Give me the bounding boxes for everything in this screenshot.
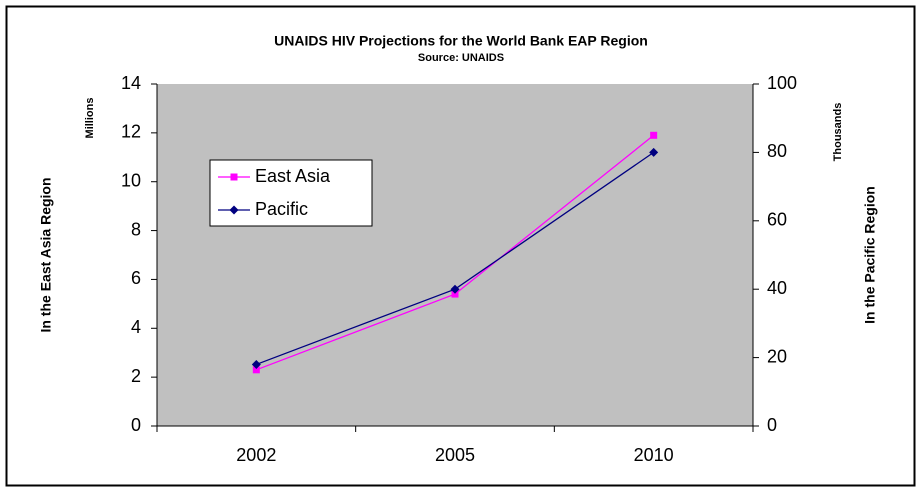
legend-label: East Asia [255, 166, 331, 186]
y2-tick-label: 80 [767, 141, 787, 161]
data-point [252, 366, 260, 374]
legend-label: Pacific [255, 199, 308, 219]
y-tick-label: 10 [121, 170, 141, 190]
legend-marker [230, 173, 238, 181]
y2-tick-label: 40 [767, 278, 787, 298]
y2-axis-unit: Thousands [832, 103, 844, 162]
y2-tick-label: 60 [767, 210, 787, 230]
x-tick-label: 2005 [435, 445, 475, 465]
data-point [650, 131, 658, 139]
data-point [450, 284, 460, 294]
y2-tick-label: 100 [767, 73, 797, 93]
y-axis-unit: Millions [84, 98, 96, 139]
y-tick-label: 2 [131, 366, 141, 386]
x-tick-label: 2002 [236, 445, 276, 465]
legend-box [209, 159, 373, 227]
data-point [649, 147, 659, 157]
data-point [251, 359, 261, 369]
plot-area [157, 84, 753, 426]
data-point [451, 290, 459, 298]
chart-title: UNAIDS HIV Projections for the World Ban… [274, 33, 648, 49]
y-tick-label: 12 [121, 122, 141, 142]
y-tick-label: 8 [131, 219, 141, 239]
y-axis-title: In the East Asia Region [38, 177, 54, 332]
y2-tick-label: 20 [767, 346, 787, 366]
y-tick-label: 6 [131, 268, 141, 288]
x-tick-label: 2010 [634, 445, 674, 465]
y-tick-label: 0 [131, 415, 141, 435]
y-tick-label: 14 [121, 73, 141, 93]
y2-axis-title: In the Pacific Region [862, 186, 878, 324]
y2-tick-label: 0 [767, 415, 777, 435]
y-tick-label: 4 [131, 317, 141, 337]
legend-marker [229, 205, 239, 215]
chart-subtitle: Source: UNAIDS [418, 52, 504, 64]
